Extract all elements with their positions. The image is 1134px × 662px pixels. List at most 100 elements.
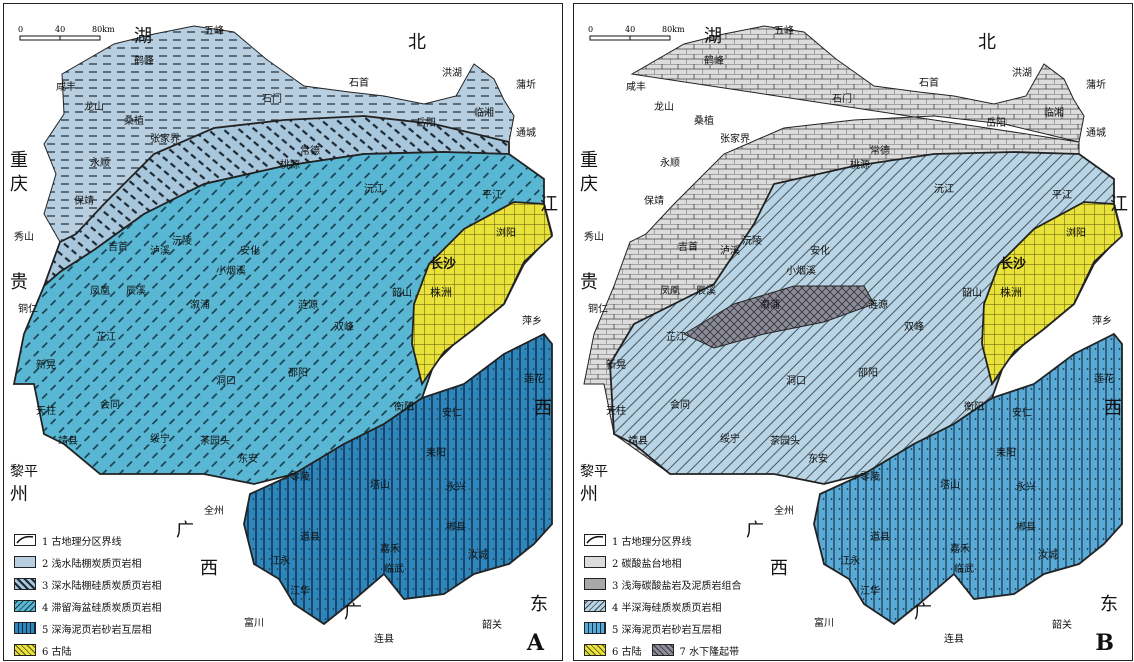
city-label: 新晃 <box>606 358 626 371</box>
city-label: 石首 <box>919 76 939 89</box>
city-label: 通城 <box>1086 127 1106 139</box>
city-label: 鹤峰 <box>704 54 724 67</box>
province-label: 广 <box>344 602 362 623</box>
city-label: 汝城 <box>1038 548 1058 561</box>
legend-item: 5 深海泥页岩砂岩互层相 <box>14 620 152 636</box>
legend-item: 3 深水陆棚硅质炭质页岩相 <box>14 576 162 592</box>
city-label: 江华 <box>860 584 880 597</box>
province-label: 北 <box>408 32 426 53</box>
shallow-shelf-region <box>43 25 515 243</box>
city-label: 鹤峰 <box>134 54 154 67</box>
city-label: 会同 <box>670 398 690 411</box>
panel-letter: A <box>526 630 544 656</box>
ancient-land-region <box>411 201 554 387</box>
map-panel-b: 五峰 鹤峰 咸丰 石首 洪湖 蒲圻 临湘 岳阳 通城 石门 龙山 桑植 张家界 … <box>573 3 1133 661</box>
scale-bar: 0 40 80km <box>18 22 128 46</box>
city-label: 洪湖 <box>442 67 462 79</box>
legend-item: 2 碳酸盐台地相 <box>584 554 682 570</box>
province-label: 州 <box>10 484 28 505</box>
city-label: 安化 <box>810 244 830 257</box>
legend-label: 3 深水陆棚硅质炭质页岩相 <box>42 580 162 592</box>
city-label: 铜仁 <box>588 303 608 315</box>
city-label: 塔山 <box>370 478 390 491</box>
city-label: 耒阳 <box>996 447 1016 459</box>
city-label: 秀山 <box>584 231 604 243</box>
province-label: 庆 <box>10 174 28 195</box>
province-label: 广 <box>746 520 764 541</box>
city-label: 江华 <box>290 584 310 597</box>
city-label: 会同 <box>100 398 120 411</box>
city-label: 双峰 <box>334 321 354 333</box>
city-label: 平江 <box>482 189 502 201</box>
city-label: 桃源 <box>850 158 870 171</box>
city-label: 靖县 <box>58 434 78 447</box>
city-label: 岳阳 <box>416 117 436 129</box>
legend-label: 2 浅水陆棚炭质页岩相 <box>42 558 142 570</box>
city-label: 韶山 <box>962 286 982 299</box>
city-markers: 五峰 鹤峰 咸丰 石首 洪湖 蒲圻 临湘 岳阳 通城 石门 龙山 桑植 张家界 … <box>14 25 544 645</box>
province-label: 江 <box>1110 194 1128 215</box>
legend-label: 7 水下隆起带 <box>679 646 740 658</box>
city-label: 靖县 <box>628 434 648 447</box>
city-label: 五峰 <box>774 25 794 37</box>
province-label: 湖 <box>134 26 152 47</box>
city-label: 泸溪 <box>720 245 740 257</box>
legend-swatch <box>584 578 606 590</box>
city-label: 塔山 <box>940 478 960 491</box>
province-label: 广 <box>176 520 194 541</box>
province-label: 湖 <box>704 26 722 47</box>
city-label: 秀山 <box>14 231 34 243</box>
province-label: 重 <box>10 150 28 171</box>
city-label: 韶山 <box>392 286 412 299</box>
city-label: 全州 <box>774 504 794 517</box>
city-label: 涟源 <box>298 298 318 311</box>
city-label: 永顺 <box>90 156 110 169</box>
city-label: 小烟溪 <box>216 264 246 277</box>
legend-swatch <box>14 644 36 656</box>
city-label: 溆浦 <box>190 298 210 311</box>
legend-label: 6 古陆 <box>612 646 642 658</box>
city-markers: 五峰 鹤峰 咸丰 石首 洪湖 蒲圻 临湘 岳阳 通城 石门 龙山 桑植 张家界 … <box>584 25 1114 645</box>
province-label: 黎平 <box>580 464 608 480</box>
city-label: 临武 <box>954 562 974 575</box>
city-label: 道县 <box>870 530 890 543</box>
city-label: 株洲 <box>1000 285 1022 299</box>
legend-label: 5 深海泥页岩砂岩互层相 <box>42 624 152 636</box>
map-a-svg: 五峰 鹤峰 咸丰 石首 洪湖 蒲圻 临湘 岳阳 通城 石门 龙山 桑植 张家界 … <box>10 25 558 645</box>
city-label: 江永 <box>840 554 860 567</box>
city-label: 韶关 <box>482 618 502 631</box>
city-label: 道县 <box>300 530 320 543</box>
city-label: 张家界 <box>720 132 750 145</box>
legend-swatch <box>14 578 36 590</box>
province-labels: 湖 北 重 庆 贵 州 黎平 江 西 广 西 广 东 <box>10 26 558 623</box>
scale-label: 40 <box>625 25 635 34</box>
legend-item: 1 古地理分区界线 <box>584 532 692 548</box>
city-label: 邵阳 <box>858 367 878 379</box>
province-label: 广 <box>914 602 932 623</box>
city-label: 咸丰 <box>56 80 76 93</box>
city-label: 天柱 <box>36 404 56 417</box>
scale-bar: 0 40 80km <box>588 22 698 46</box>
city-label: 辰溪 <box>696 285 716 297</box>
city-label: 龙山 <box>654 100 674 113</box>
city-label: 莲花 <box>1094 372 1114 385</box>
scale-label: 0 <box>588 25 593 34</box>
province-label: 贵 <box>10 272 28 293</box>
city-label: 洞口 <box>216 375 236 387</box>
city-label: 浏阳 <box>496 226 516 239</box>
province-label: 北 <box>978 32 996 53</box>
city-label: 辰溪 <box>126 285 146 297</box>
legend-line-icon <box>14 534 36 546</box>
city-label: 吉首 <box>678 240 698 253</box>
city-label: 凤凰 <box>90 285 110 297</box>
city-label: 临湘 <box>474 106 494 119</box>
province-label: 西 <box>1104 398 1122 419</box>
legend-label: 3 浅海碳酸盐岩及泥质岩组合 <box>612 580 742 592</box>
legend-label: 1 古地理分区界线 <box>612 536 692 548</box>
city-label: 常德 <box>870 144 890 157</box>
map-panel-a: 五峰 鹤峰 咸丰 石首 洪湖 蒲圻 临湘 岳阳 通城 石门 龙山 桑植 张家界 … <box>3 3 563 661</box>
scale-label: 0 <box>18 25 23 34</box>
city-label: 零陵 <box>290 471 310 483</box>
city-label: 江永 <box>270 554 290 567</box>
city-label: 绥宁 <box>720 432 740 445</box>
